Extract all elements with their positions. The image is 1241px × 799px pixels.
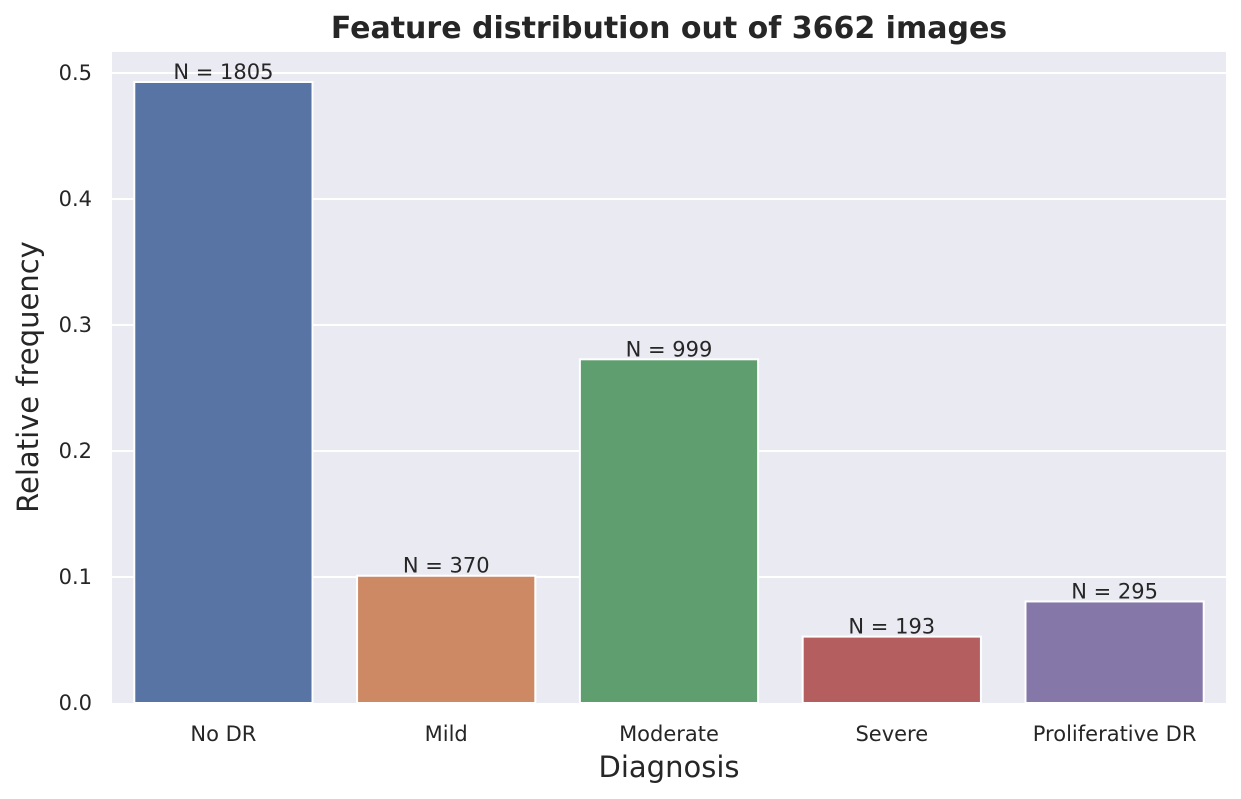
bar-data-label: N = 295	[1071, 579, 1158, 603]
x-tick-label: Severe	[855, 722, 928, 746]
bar	[133, 80, 314, 704]
bar-data-label: N = 370	[403, 554, 490, 578]
y-tick-label: 0.0	[59, 691, 92, 715]
bar	[578, 358, 760, 704]
x-tick-label: Mild	[425, 722, 468, 746]
y-tick-label: 0.5	[59, 61, 92, 85]
y-tick-label: 0.3	[59, 313, 92, 337]
y-tick-label: 0.4	[59, 187, 92, 211]
bar	[356, 574, 537, 705]
bar-data-label: N = 999	[626, 337, 713, 361]
y-axis-ticks: 0.0 0.1 0.2 0.3 0.4 0.5	[59, 61, 92, 715]
x-tick-label: Moderate	[619, 722, 719, 746]
x-axis-label: Diagnosis	[599, 750, 740, 784]
bar	[1024, 600, 1205, 705]
y-axis-label: Relative frequency	[11, 241, 45, 513]
data-labels: N = 1805 N = 370 N = 999 N = 193 N = 295	[173, 60, 1158, 639]
y-tick-label: 0.2	[59, 439, 92, 463]
bar-data-label: N = 1805	[173, 60, 273, 84]
bars	[133, 80, 1205, 705]
chart-title: Feature distribution out of 3662 images	[331, 11, 1007, 46]
y-tick-label: 0.1	[59, 565, 92, 589]
x-tick-label: Proliferative DR	[1033, 722, 1197, 746]
bar	[801, 635, 982, 705]
x-tick-label: No DR	[190, 722, 256, 746]
x-axis-ticks: No DR Mild Moderate Severe Proliferative DR	[190, 722, 1196, 746]
bar-data-label: N = 193	[848, 615, 935, 639]
